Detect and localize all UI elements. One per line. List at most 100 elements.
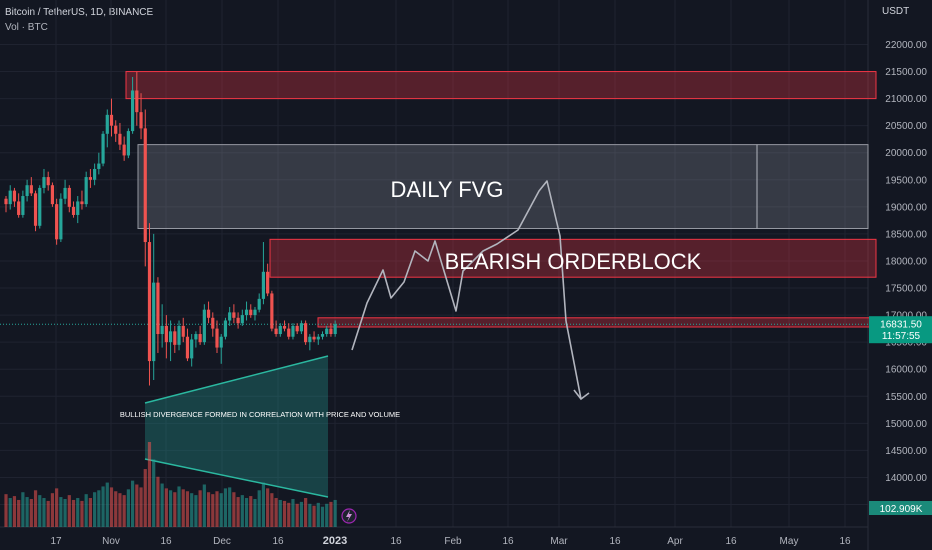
candle-body — [97, 163, 101, 169]
candle-body — [211, 317, 215, 329]
volume-bar — [304, 498, 308, 527]
volume-bar — [105, 482, 109, 527]
candle-body — [168, 331, 173, 343]
x-tick-label: 16 — [609, 536, 621, 547]
candle-body — [228, 312, 232, 321]
volume-bar — [215, 491, 219, 527]
y-tick-label: 18500.00 — [885, 229, 927, 240]
candle-body — [223, 320, 228, 337]
projection-final-leg — [565, 320, 582, 400]
candle-body — [282, 325, 287, 329]
candle-body — [173, 331, 177, 345]
quote-currency[interactable]: USDT — [882, 6, 910, 17]
candle-body — [156, 282, 160, 335]
volume-bar — [101, 486, 105, 527]
candle-body — [25, 185, 29, 197]
volume-bar — [67, 495, 71, 527]
divergence-price-line — [144, 355, 329, 404]
candle-body — [257, 298, 261, 310]
candle-body — [46, 177, 50, 186]
candle-body — [42, 177, 46, 188]
volume-bar — [88, 498, 92, 527]
volume-bar — [42, 498, 46, 527]
time-axis[interactable]: 17 Nov 16 Dec 16 2023 16 Feb 16 Mar 16 Apr 16 May 16 — [50, 535, 851, 547]
volume-bar — [185, 491, 190, 527]
candle-body — [278, 325, 282, 335]
candles — [4, 71, 337, 386]
candle-body — [266, 271, 270, 294]
volume-bar — [202, 484, 206, 527]
candle-body — [320, 334, 325, 337]
label-daily-fvg: DAILY FVG — [391, 177, 504, 202]
volume-bar — [249, 496, 253, 527]
volume-bars — [4, 442, 337, 527]
candle-body — [17, 201, 21, 215]
candle-body — [105, 114, 109, 134]
volume-bar — [114, 491, 118, 527]
volume-bar — [71, 499, 76, 527]
volume-bar — [80, 500, 84, 527]
annotation-zones — [0, 71, 877, 328]
candle-body — [232, 312, 236, 318]
candle-body — [109, 114, 114, 126]
x-tick-label: 2023 — [323, 535, 347, 547]
candle-body — [114, 125, 118, 134]
projection-arrowhead — [573, 389, 590, 401]
candle-body — [63, 187, 67, 199]
volume-bar — [8, 498, 12, 527]
last-volume-badge — [869, 501, 932, 515]
volume-bar — [63, 498, 67, 527]
volume-bar — [135, 484, 139, 527]
volume-bar — [329, 501, 333, 527]
volume-bar — [295, 503, 299, 527]
candle-body — [198, 334, 202, 343]
candle-body — [122, 144, 126, 156]
y-tick-label: 14500.00 — [885, 446, 927, 457]
volume-bar — [181, 489, 185, 527]
volume-bar — [194, 495, 198, 527]
volume-bar — [97, 490, 101, 527]
candle-body — [295, 325, 299, 332]
volume-bar — [206, 492, 211, 527]
volume-bar — [325, 503, 329, 527]
volume-bar — [198, 490, 202, 527]
candle-body — [152, 282, 156, 362]
volume-bar — [12, 496, 17, 527]
x-tick-label: Apr — [667, 536, 683, 547]
volume-bar — [156, 476, 160, 527]
candle-body — [160, 325, 164, 335]
x-tick-label: 16 — [839, 536, 851, 547]
candle-body — [135, 90, 139, 113]
label-bullish-divergence: BULLISH DIVERGENCE FORMED IN CORRELATION… — [120, 410, 400, 419]
volume-bar — [299, 501, 303, 527]
volume-bar — [333, 499, 337, 527]
volume-bar — [287, 502, 291, 527]
candle-body — [71, 206, 76, 215]
candle-body — [29, 185, 33, 194]
candle-body — [93, 168, 97, 180]
label-bearish-orderblock: BEARISH ORDERBLOCK — [445, 249, 702, 274]
candle-body — [33, 193, 38, 226]
candle-body — [236, 317, 240, 324]
volume-bar — [244, 498, 249, 527]
candle-body — [8, 190, 12, 205]
volume-bar — [122, 495, 126, 527]
candle-body — [329, 328, 333, 335]
symbol-title[interactable]: Bitcoin / TetherUS, 1D, BINANCE — [5, 7, 154, 18]
y-tick-label: 21500.00 — [885, 67, 927, 78]
volume-bar — [131, 480, 135, 527]
x-tick-label: 16 — [502, 536, 514, 547]
volume-bar — [164, 488, 168, 527]
volume-bar — [160, 483, 164, 527]
volume-bar — [46, 500, 50, 527]
candle-body — [12, 190, 17, 202]
price-axis[interactable]: 22000.00 21500.00 21000.00 20500.00 20000.00… — [885, 40, 927, 511]
divergence-volume-line — [144, 458, 329, 498]
volume-bar — [17, 499, 21, 527]
candle-body — [181, 325, 185, 337]
y-tick-label: 21000.00 — [885, 94, 927, 105]
volume-legend[interactable]: Vol · BTC — [5, 22, 48, 33]
volume-bar — [109, 487, 114, 527]
volume-bar — [139, 487, 143, 527]
